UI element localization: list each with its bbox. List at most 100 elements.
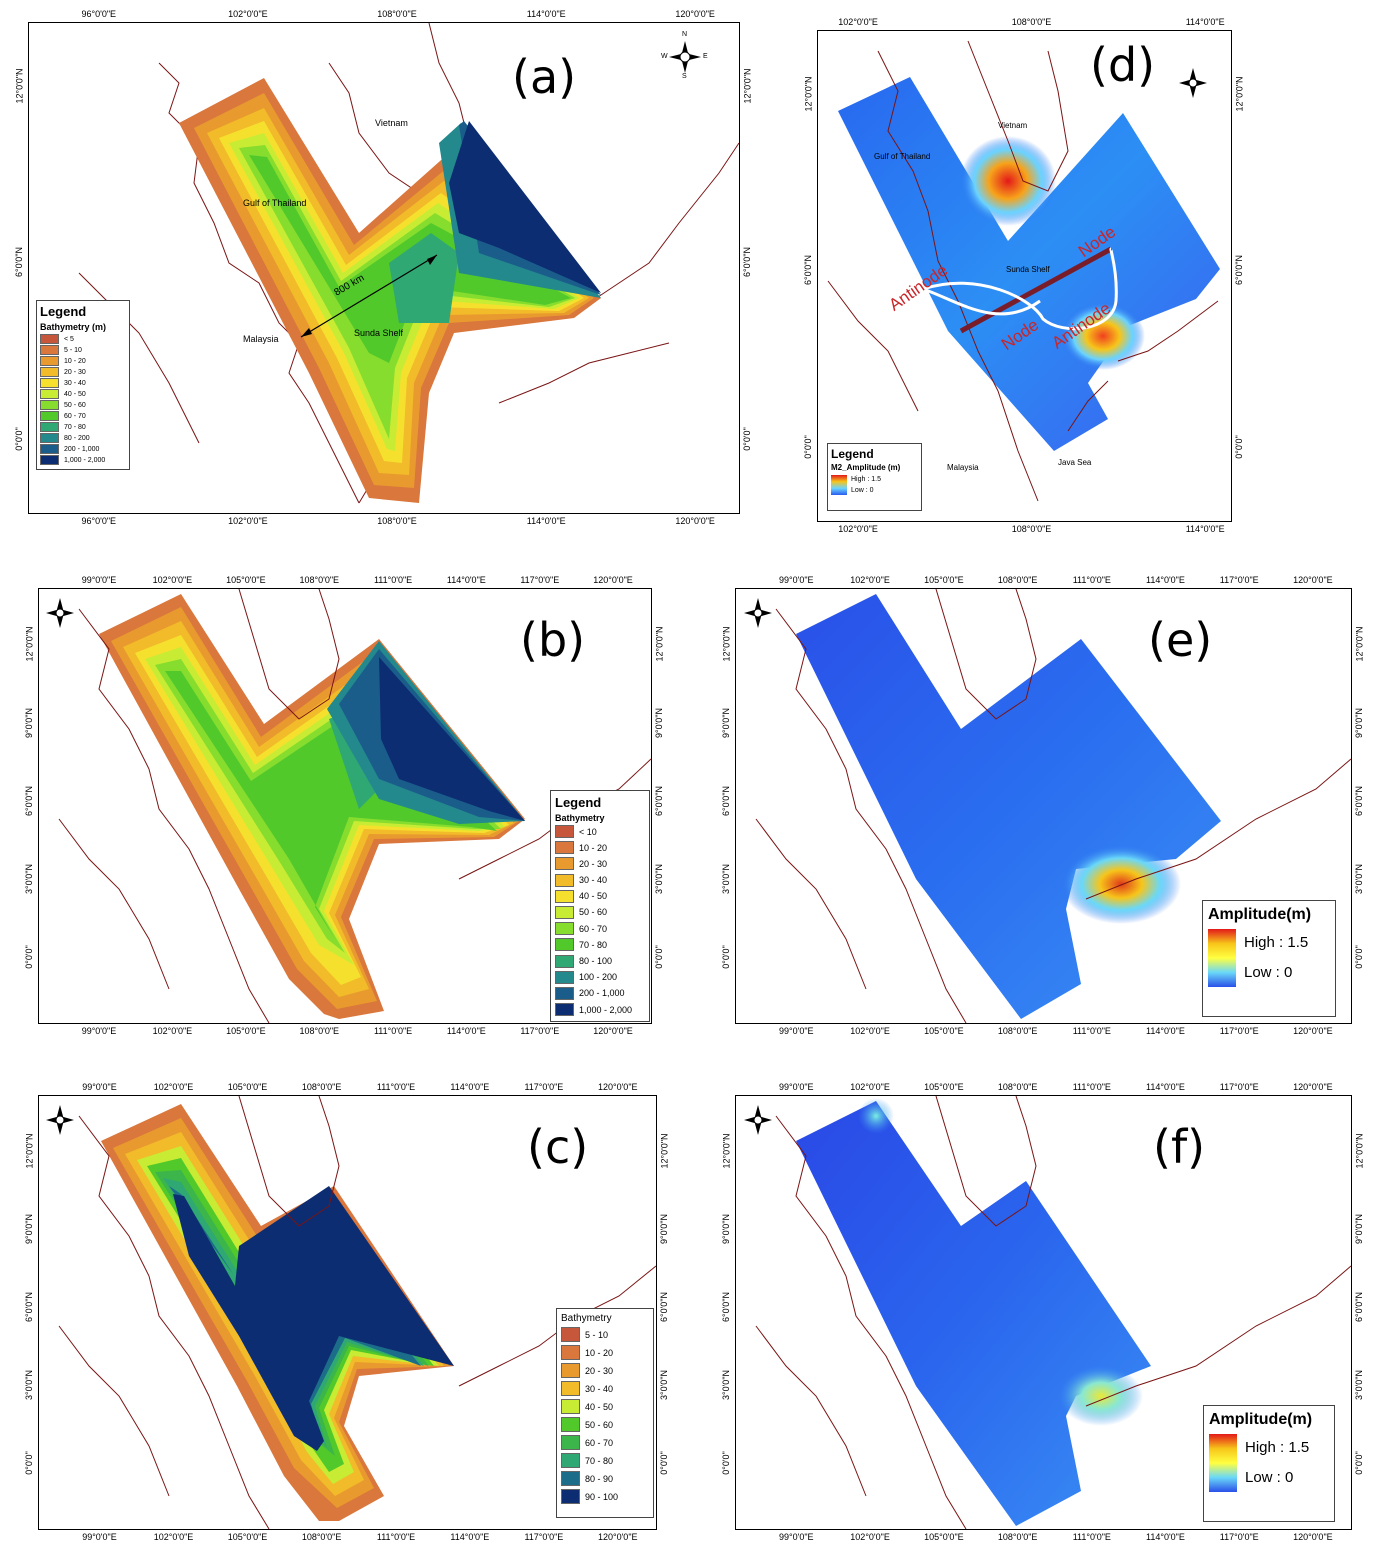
tick-label: 0°0'0": [741, 426, 752, 451]
legend-swatch: [561, 1399, 580, 1414]
legend-item: 20 - 30: [40, 367, 126, 377]
tick-label: 105°0'0"E: [227, 1532, 268, 1542]
amplitude-field: [838, 77, 1220, 451]
tick-label: 111°0'0"E: [1072, 575, 1111, 585]
legend-low: Low : 0: [1244, 964, 1293, 981]
tick-label: 105°0'0"E: [924, 1026, 964, 1036]
color-ramp: [1209, 1434, 1237, 1492]
legend-swatch: [555, 954, 574, 968]
tick-label: 12°0'0"N: [654, 626, 665, 662]
tick-label: 114°0'0"E: [526, 9, 566, 19]
legend-swatch: [555, 857, 574, 871]
map-frame-c: [38, 1095, 657, 1530]
tick-label: 114°0'0"E: [1146, 1532, 1185, 1542]
tick-label: 102°0'0"E: [153, 1082, 194, 1092]
tick-label: 99°0'0"E: [779, 575, 814, 585]
legend-label: 60 - 70: [64, 412, 86, 420]
tick-label: 0°0'0": [653, 945, 664, 969]
antinode-curve: [922, 247, 1118, 331]
legend-swatch: [555, 1003, 574, 1017]
tick-label: 9°0'0"N: [721, 1214, 732, 1245]
tick-label: 3°0'0"N: [1354, 863, 1365, 894]
panel-f: (f) Amplitude(m) High : 1.5 Low : 0: [700, 1065, 1375, 1545]
legend-item: 1,000 - 2,000: [555, 1003, 645, 1017]
north-arrow-icon: [42, 1099, 78, 1143]
bathymetry-zones: [179, 78, 601, 503]
node-line: [959, 246, 1113, 334]
tick-label: 102°0'0"E: [850, 1082, 890, 1092]
tick-label: 120°0'0"E: [1293, 575, 1333, 585]
legend-subtitle: Bathymetry: [561, 1313, 612, 1324]
tick-label: 6°0'0"N: [1354, 785, 1365, 816]
legend-item: 70 - 80: [40, 422, 126, 432]
tick-label: 108°0'0"E: [301, 1532, 342, 1542]
tick-label: 96°0'0"E: [81, 9, 117, 19]
legend-swatch: [561, 1471, 580, 1486]
legend-item: 20 - 30: [561, 1363, 649, 1378]
tick-label: 3°0'0"N: [654, 863, 665, 894]
legend-swatch: [40, 334, 59, 344]
legend-item: 30 - 40: [561, 1381, 649, 1396]
legend-swatch: [555, 970, 574, 984]
legend-subtitle: M2_Amplitude (m): [831, 463, 901, 472]
distance-arrow-start: [301, 328, 312, 337]
legend-label: 100 - 200: [579, 972, 618, 983]
tick-label: 102°0'0"E: [228, 9, 268, 19]
legend-high: High : 1.5: [1245, 1439, 1310, 1456]
tick-label: 99°0'0"E: [779, 1532, 814, 1542]
legend-label: 1,000 - 2,000: [64, 456, 106, 464]
panel-c: (c) Bathymetry 5 - 10 10 - 20 20 - 30 30 - …: [0, 1065, 680, 1545]
place-sunda: Sunda Shelf: [354, 328, 404, 338]
tick-label: 120°0'0"E: [675, 9, 715, 19]
tick-label: 108°0'0"E: [377, 9, 417, 19]
tick-label: 108°0'0"E: [1011, 524, 1052, 534]
legend-label: < 10: [579, 826, 597, 837]
legend-item: 30 - 40: [40, 378, 126, 388]
legend-subtitle: Bathymetry: [555, 813, 605, 823]
tick-label: 117°0'0"E: [1219, 1026, 1259, 1036]
legend-swatch: [561, 1327, 580, 1342]
tick-label: 114°0'0"E: [1185, 524, 1225, 534]
legend-item: 50 - 60: [561, 1417, 649, 1432]
map-canvas-c: [58, 1096, 656, 1529]
legend-d: Legend M2_Amplitude (m) High : 1.5 Low :…: [827, 443, 922, 511]
tick-label: 108°0'0"E: [997, 1082, 1038, 1092]
tick-label: 117°0'0"E: [1219, 1082, 1259, 1092]
bathymetry-zones: [99, 594, 525, 1019]
legend-item: 70 - 80: [555, 938, 645, 952]
legend-item: < 10: [555, 825, 645, 838]
legend-label: 200 - 1,000: [579, 988, 625, 999]
legend-label: 20 - 30: [579, 858, 608, 869]
legend-label: 50 - 60: [64, 401, 86, 409]
tick-label: 6°0'0"N: [721, 1292, 732, 1323]
tick-label: 3°0'0"N: [721, 863, 732, 894]
legend-label: 50 - 60: [585, 1419, 614, 1430]
tick-label: 3°0'0"N: [24, 1370, 35, 1401]
legend-subtitle: Bathymetry (m): [40, 322, 107, 332]
legend-swatch: [40, 422, 59, 432]
legend-low: Low : 0: [1245, 1469, 1294, 1486]
tick-label: 120°0'0"E: [1293, 1082, 1333, 1092]
legend-label: 10 - 20: [579, 842, 608, 853]
legend-label: 20 - 30: [585, 1365, 614, 1376]
legend-swatch: [40, 411, 59, 421]
tick-label: 99°0'0"E: [779, 1082, 814, 1092]
legend-item: 60 - 70: [561, 1435, 649, 1450]
legend-swatch: [40, 356, 59, 366]
legend-swatch: [40, 400, 59, 410]
panel-label-b: (b): [520, 613, 586, 667]
legend-item: 40 - 50: [40, 389, 126, 399]
north-arrow-icon: [740, 592, 776, 636]
legend-title: Amplitude(m): [1209, 1411, 1313, 1428]
tick-label: 99°0'0"E: [81, 1026, 117, 1036]
legend-item: 10 - 20: [561, 1345, 649, 1360]
tick-label: 6°0'0"N: [24, 1292, 35, 1323]
legend-title: Legend: [40, 304, 87, 319]
tick-label: 12°0'0"N: [742, 68, 753, 104]
legend-c: Bathymetry 5 - 10 10 - 20 20 - 30 30 - 40 40…: [556, 1308, 654, 1518]
amplitude-hotspot: [1061, 844, 1181, 924]
tick-label: 108°0'0"E: [997, 575, 1038, 585]
place-vietnam: Vietnam: [998, 121, 1028, 130]
legend-swatch: [40, 367, 59, 377]
tick-label: 111°0'0"E: [1072, 1532, 1111, 1542]
